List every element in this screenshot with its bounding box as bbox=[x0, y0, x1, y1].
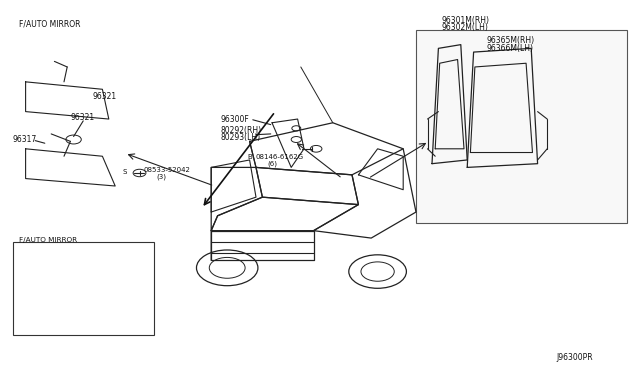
Text: 96366M(LH): 96366M(LH) bbox=[486, 44, 533, 53]
Text: 08146-6162G: 08146-6162G bbox=[256, 154, 304, 160]
FancyBboxPatch shape bbox=[13, 242, 154, 335]
Text: 96302M(LH): 96302M(LH) bbox=[442, 23, 488, 32]
Text: 96321: 96321 bbox=[70, 113, 95, 122]
FancyBboxPatch shape bbox=[416, 30, 627, 223]
Text: B: B bbox=[247, 154, 252, 160]
Text: 80293(LH): 80293(LH) bbox=[221, 133, 261, 142]
Text: 80292(RH): 80292(RH) bbox=[221, 126, 262, 135]
Text: J96300PR: J96300PR bbox=[557, 353, 593, 362]
Text: (6): (6) bbox=[268, 160, 278, 167]
Text: 96300F: 96300F bbox=[221, 115, 250, 124]
Text: 96301M(RH): 96301M(RH) bbox=[442, 16, 490, 25]
Text: S: S bbox=[123, 169, 127, 175]
Text: F/AUTO MIRROR: F/AUTO MIRROR bbox=[19, 237, 77, 243]
Text: (3): (3) bbox=[157, 173, 167, 180]
Text: 96365M(RH): 96365M(RH) bbox=[486, 36, 534, 45]
Text: 08533-52042: 08533-52042 bbox=[144, 167, 191, 173]
Text: 96321: 96321 bbox=[93, 92, 117, 101]
Text: 96317: 96317 bbox=[13, 135, 37, 144]
Text: F/AUTO MIRROR: F/AUTO MIRROR bbox=[19, 20, 81, 29]
